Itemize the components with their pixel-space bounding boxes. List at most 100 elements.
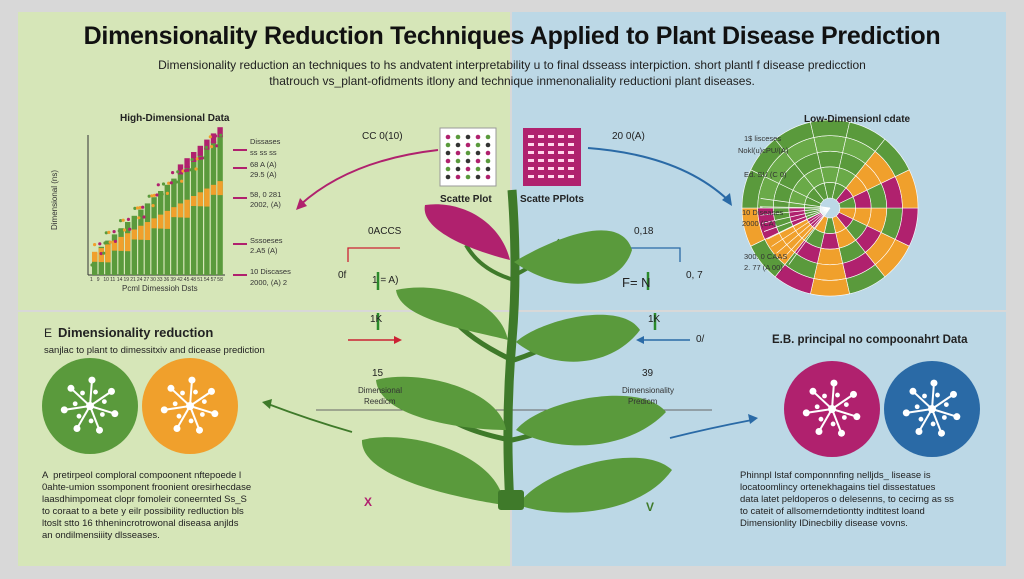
card-mark xyxy=(538,175,544,178)
hd-dot xyxy=(126,217,130,221)
hd-bar-segment xyxy=(191,196,197,206)
card-mark xyxy=(558,167,564,170)
network-node xyxy=(830,379,838,387)
hd-bar-top xyxy=(197,145,203,156)
hd-dot xyxy=(203,156,207,160)
network-branch xyxy=(831,382,835,410)
network-node xyxy=(80,390,85,396)
hd-bar-segment xyxy=(184,199,190,218)
low-dim-label: Ed. SU (C 0) xyxy=(744,170,787,179)
card-dot xyxy=(445,174,451,180)
hd-bar xyxy=(111,234,118,275)
hd-legend-entry: 2.A5 (A) xyxy=(250,246,278,255)
card-dot xyxy=(475,166,481,172)
card-dot xyxy=(465,134,471,140)
radial-line xyxy=(760,207,831,216)
card-mark xyxy=(558,143,564,146)
hd-bar-segment xyxy=(210,184,217,195)
hd-legend-entry: 29.5 (A) xyxy=(250,170,277,179)
network-node xyxy=(830,421,836,427)
plant-pot xyxy=(498,490,524,510)
card-dot xyxy=(465,150,471,156)
network-hub xyxy=(928,405,936,413)
network-branch xyxy=(189,405,201,431)
card-mark xyxy=(568,167,574,170)
hd-dot xyxy=(98,242,102,246)
high-dimensional-chart xyxy=(87,127,247,276)
network-node xyxy=(172,401,178,407)
card-mark xyxy=(538,135,544,138)
hd-dot xyxy=(204,145,208,149)
network-branch xyxy=(176,405,191,430)
hd-dot xyxy=(151,204,155,208)
card-dot xyxy=(445,150,451,156)
hd-dot xyxy=(150,194,154,198)
hd-tick-label: 10 xyxy=(103,277,109,283)
network-node xyxy=(922,393,927,399)
network-branch xyxy=(189,390,213,407)
card-dot xyxy=(465,158,471,164)
hd-bar xyxy=(158,191,164,275)
network-node xyxy=(937,429,945,437)
low-dim-label: 2. 77 (A 00) xyxy=(744,263,783,272)
card-mark xyxy=(538,151,544,154)
hd-dot xyxy=(142,215,146,219)
network-branch xyxy=(89,405,116,415)
card-mark xyxy=(548,135,554,138)
page-title: Dimensionality Reduction Techniques Appl… xyxy=(83,22,941,50)
hd-bar-segment xyxy=(105,244,111,263)
hd-dot xyxy=(104,231,108,235)
hd-tick-label: 19 xyxy=(123,277,130,283)
hd-bar-segment xyxy=(118,236,124,251)
hd-dot xyxy=(121,218,125,222)
plant-illustration xyxy=(361,189,672,513)
hd-bar-segment xyxy=(158,214,164,229)
hd-dot xyxy=(217,143,221,147)
hd-dot xyxy=(171,171,175,175)
network-node xyxy=(60,406,68,414)
network-hub xyxy=(828,405,836,413)
hd-bar-top xyxy=(191,152,197,162)
network-node xyxy=(930,421,936,427)
card-mark xyxy=(538,143,544,146)
network-node xyxy=(941,415,947,420)
card-mark xyxy=(528,159,534,162)
hd-tick-label: 14 xyxy=(116,277,123,283)
network-branch xyxy=(831,408,858,418)
network-node xyxy=(953,413,961,421)
section-prefix-left: E xyxy=(44,326,53,340)
hd-bar-segment xyxy=(92,251,98,262)
hd-dot xyxy=(195,157,199,161)
hd-dot xyxy=(210,145,214,149)
hd-dot xyxy=(189,168,193,172)
radial-segment xyxy=(813,263,847,281)
network-node xyxy=(802,409,810,417)
card-mark xyxy=(558,159,564,162)
scatter-card-left xyxy=(439,127,497,187)
card-dot xyxy=(475,142,481,148)
card-dot xyxy=(465,142,471,148)
low-dimensional-radial-chart xyxy=(741,119,919,297)
card-mark xyxy=(558,135,564,138)
equation-left: 1 = A) xyxy=(372,275,399,286)
hd-legend-entry: 2000, (A) 2 xyxy=(250,278,288,287)
hd-dot xyxy=(181,169,185,173)
card-mark xyxy=(548,175,554,178)
network-branch xyxy=(931,382,935,410)
hd-bar-top xyxy=(204,139,210,150)
radial-line xyxy=(788,207,831,265)
hd-dot xyxy=(119,219,123,223)
card-dot xyxy=(485,150,491,156)
dim-right-number: 39 xyxy=(642,368,654,379)
card-dot xyxy=(475,134,481,140)
network-branch xyxy=(89,390,113,407)
card-mark xyxy=(548,159,554,162)
section-subheading-left: sanjlac to plant to dimessitxiv and dice… xyxy=(44,345,265,356)
arrow-right-head xyxy=(722,193,732,206)
x-label: X xyxy=(364,495,373,509)
card-mark xyxy=(558,151,564,154)
radial-line xyxy=(776,207,831,254)
network-node xyxy=(915,428,923,436)
hd-dot xyxy=(94,252,98,256)
card-dot xyxy=(485,158,491,164)
